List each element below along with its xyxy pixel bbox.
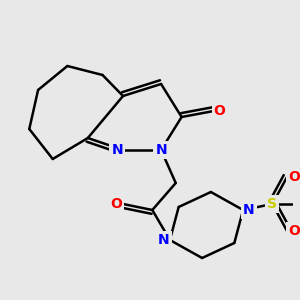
Text: O: O xyxy=(288,170,300,184)
Text: N: N xyxy=(111,143,123,157)
Text: O: O xyxy=(214,104,226,118)
Text: O: O xyxy=(110,197,122,211)
Text: N: N xyxy=(243,203,255,217)
Text: N: N xyxy=(158,233,170,247)
Text: S: S xyxy=(267,197,278,211)
Text: N: N xyxy=(155,143,167,157)
Text: O: O xyxy=(288,224,300,238)
